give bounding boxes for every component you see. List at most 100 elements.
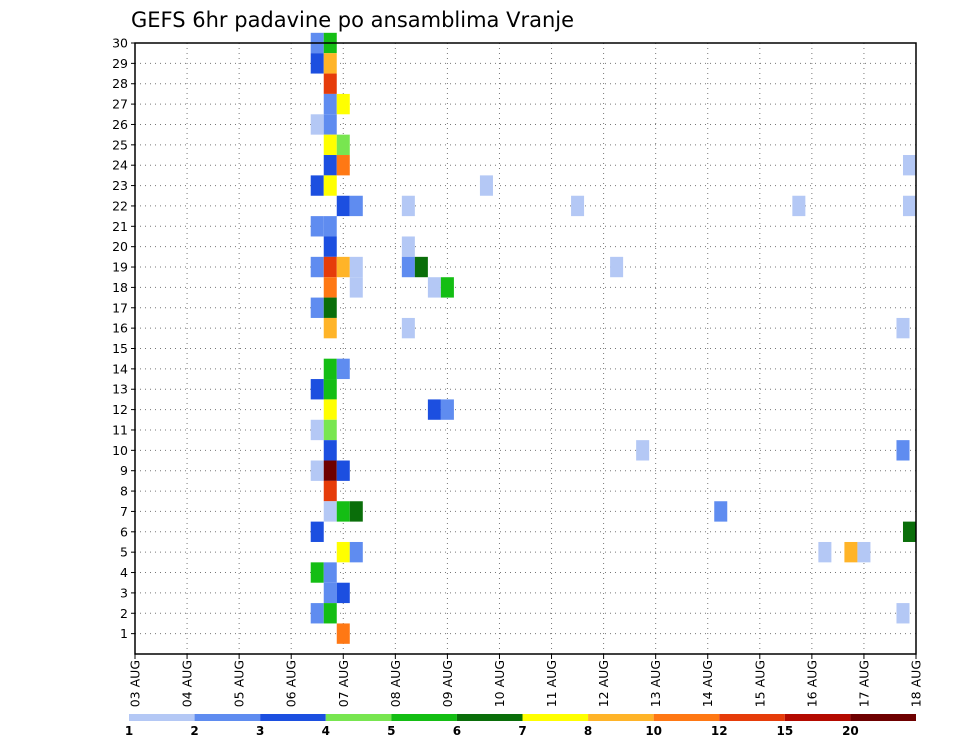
precip-cell bbox=[479, 175, 493, 196]
precip-cell bbox=[323, 562, 337, 583]
colorbar-swatch bbox=[260, 714, 326, 721]
precip-cell bbox=[323, 256, 337, 278]
colorbar-label: 7 bbox=[518, 724, 526, 738]
precip-cell bbox=[310, 256, 324, 278]
y-axis-member-ticks: 1234567891011121314151617181920212223242… bbox=[112, 36, 135, 641]
x-tick-label: 10 AUG bbox=[492, 660, 507, 707]
precip-cell bbox=[440, 277, 454, 298]
y-tick-label: 9 bbox=[120, 463, 128, 478]
precip-cell bbox=[323, 501, 337, 522]
colorbar-label: 20 bbox=[842, 724, 859, 738]
y-tick-label: 24 bbox=[112, 158, 128, 173]
precip-cell bbox=[440, 399, 454, 420]
colorbar-swatch bbox=[129, 714, 195, 721]
x-tick-label: 09 AUG bbox=[440, 660, 455, 707]
precip-cell bbox=[349, 501, 363, 522]
precip-cell bbox=[323, 236, 337, 257]
precip-cell bbox=[310, 114, 324, 135]
y-tick-label: 20 bbox=[112, 239, 128, 254]
precip-cell bbox=[323, 175, 337, 196]
precip-cell bbox=[336, 93, 350, 115]
precip-cell bbox=[427, 277, 441, 298]
colorbar-label: 10 bbox=[645, 724, 662, 738]
precip-cell bbox=[323, 419, 337, 441]
x-tick-label: 06 AUG bbox=[284, 660, 299, 707]
y-tick-label: 27 bbox=[112, 97, 128, 112]
precip-cell bbox=[336, 460, 350, 481]
precip-cell bbox=[896, 603, 910, 624]
precip-cell bbox=[323, 399, 337, 420]
precip-cell bbox=[323, 603, 337, 624]
precip-cell bbox=[349, 541, 363, 563]
precip-cell bbox=[310, 297, 324, 318]
precip-cell bbox=[818, 541, 832, 563]
precip-cell bbox=[896, 440, 910, 461]
x-tick-label: 03 AUG bbox=[128, 660, 143, 707]
precip-cell bbox=[349, 277, 363, 298]
precip-cell bbox=[323, 93, 337, 115]
precip-cell bbox=[401, 317, 415, 339]
x-tick-label: 17 AUG bbox=[856, 660, 871, 707]
precip-cell bbox=[336, 582, 350, 604]
y-tick-label: 4 bbox=[120, 565, 128, 580]
x-tick-label: 13 AUG bbox=[648, 660, 663, 707]
y-tick-label: 6 bbox=[120, 524, 128, 539]
x-tick-label: 14 AUG bbox=[700, 660, 715, 707]
chart-title: GEFS 6hr padavine po ansamblima Vranje bbox=[131, 8, 574, 32]
precip-cell bbox=[902, 521, 916, 542]
y-tick-label: 25 bbox=[112, 137, 128, 152]
precip-cell bbox=[414, 256, 428, 278]
grid-lines bbox=[135, 43, 916, 654]
colorbar-label: 3 bbox=[256, 724, 264, 738]
precip-cell bbox=[323, 460, 337, 481]
colorbar-label: 6 bbox=[453, 724, 461, 738]
precip-cell bbox=[792, 195, 806, 217]
precip-cell bbox=[323, 379, 337, 400]
precip-cell bbox=[401, 256, 415, 278]
precip-cell bbox=[323, 216, 337, 237]
precip-cell bbox=[336, 623, 350, 644]
colorbar-label: 4 bbox=[322, 724, 330, 738]
precip-cell bbox=[323, 582, 337, 604]
colorbar-swatch bbox=[784, 714, 851, 721]
colorbar-swatch bbox=[653, 714, 720, 721]
x-tick-label: 07 AUG bbox=[336, 660, 351, 707]
precip-cell bbox=[349, 195, 363, 217]
y-tick-label: 18 bbox=[112, 280, 128, 295]
precip-cell bbox=[336, 501, 350, 522]
precip-cell bbox=[310, 419, 324, 441]
precip-cell bbox=[896, 317, 910, 339]
y-tick-label: 12 bbox=[112, 402, 128, 417]
precip-cell bbox=[323, 134, 337, 156]
y-tick-label: 23 bbox=[112, 178, 128, 193]
precip-cell bbox=[323, 114, 337, 135]
precipitation-cells bbox=[310, 32, 916, 644]
precip-cell bbox=[571, 195, 585, 217]
precip-cell bbox=[902, 155, 916, 176]
precip-cell bbox=[636, 440, 650, 461]
precip-cell bbox=[310, 603, 324, 624]
colorbar-label: 12 bbox=[711, 724, 728, 738]
y-tick-label: 19 bbox=[112, 260, 128, 275]
precip-cell bbox=[427, 399, 441, 420]
x-tick-label: 16 AUG bbox=[804, 660, 819, 707]
y-tick-label: 21 bbox=[112, 219, 128, 234]
precip-cell bbox=[310, 53, 324, 74]
y-tick-label: 26 bbox=[112, 117, 128, 132]
y-tick-label: 17 bbox=[112, 300, 128, 315]
y-tick-label: 29 bbox=[112, 56, 128, 71]
colorbar-label: 5 bbox=[387, 724, 395, 738]
y-tick-label: 14 bbox=[112, 361, 128, 376]
colorbar-swatch bbox=[325, 714, 392, 721]
colorbar-swatch bbox=[850, 714, 916, 721]
y-tick-label: 15 bbox=[112, 341, 128, 356]
y-tick-label: 7 bbox=[120, 504, 128, 519]
precip-cell bbox=[336, 358, 350, 380]
y-tick-label: 16 bbox=[112, 321, 128, 336]
precip-cell bbox=[401, 236, 415, 257]
precip-cell bbox=[323, 53, 337, 74]
y-tick-label: 5 bbox=[120, 545, 128, 560]
x-tick-label: 05 AUG bbox=[232, 660, 247, 707]
y-tick-label: 8 bbox=[120, 484, 128, 499]
